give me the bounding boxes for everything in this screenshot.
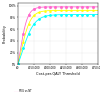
Legend: PEG vs NT, PEG plus one switch for non-responders vs PEG alone, PEG plus 2 switc: PEG vs NT, PEG plus one switch for non-r… (14, 89, 100, 92)
PEG vs NT (78, 6, 79, 7)
PEG vs NT (38, 7, 39, 8)
PEG plus one switch for non-responders vs PEG alone (97, 10, 99, 11)
PEG plus one switch for non-responders vs PEG alone (54, 10, 55, 11)
Line: PEG vs NT: PEG vs NT (18, 7, 98, 64)
PEG plus 2 switches for non-responders vs PEG plus one treatment (17, 64, 19, 65)
Line: PEG plus 2 switches for non-responders vs PEG plus one treatment: PEG plus 2 switches for non-responders v… (18, 15, 98, 64)
PEG plus one switch for non-responders vs PEG alone (64, 10, 66, 11)
PEG vs NT (17, 64, 19, 65)
PEG plus 2 switches for non-responders vs PEG plus one treatment (64, 14, 66, 15)
PEG vs NT (97, 6, 99, 7)
PEG plus one switch for non-responders vs PEG alone (71, 10, 72, 11)
PEG vs NT (54, 6, 55, 7)
PEG plus one switch for non-responders vs PEG alone (78, 10, 79, 11)
PEG plus 2 switches for non-responders vs PEG plus one treatment (78, 14, 79, 15)
Line: PEG plus one switch for non-responders vs PEG alone: PEG plus one switch for non-responders v… (18, 10, 98, 64)
X-axis label: Cost-per-QALY Threshold: Cost-per-QALY Threshold (36, 72, 80, 76)
PEG plus 2 switches for non-responders vs PEG plus one treatment (71, 14, 72, 15)
PEG plus 2 switches for non-responders vs PEG plus one treatment (32, 26, 33, 27)
PEG plus one switch for non-responders vs PEG alone (32, 17, 33, 18)
PEG vs NT (71, 6, 72, 7)
PEG plus one switch for non-responders vs PEG alone (38, 12, 39, 13)
PEG plus 2 switches for non-responders vs PEG plus one treatment (38, 19, 39, 20)
PEG plus 2 switches for non-responders vs PEG plus one treatment (97, 14, 99, 15)
Y-axis label: Probability: Probability (3, 24, 7, 43)
PEG vs NT (32, 10, 33, 11)
PEG plus one switch for non-responders vs PEG alone (17, 64, 19, 65)
PEG plus 2 switches for non-responders vs PEG plus one treatment (54, 14, 55, 15)
PEG vs NT (64, 6, 66, 7)
